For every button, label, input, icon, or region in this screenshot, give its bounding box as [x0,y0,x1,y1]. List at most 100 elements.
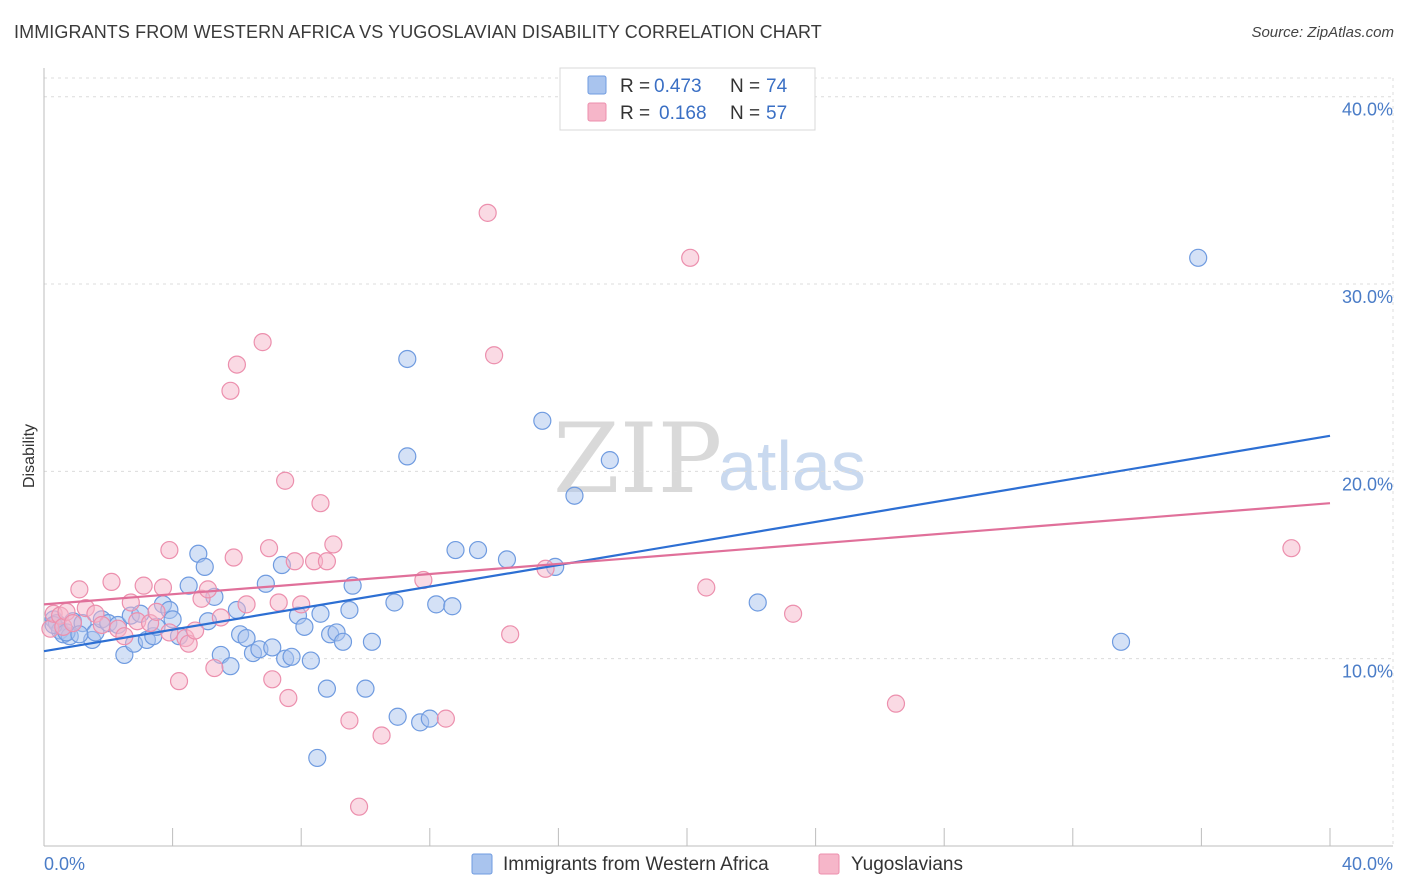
point-yugoslavians [102,572,121,591]
point-western-africa [1189,248,1208,267]
point-western-africa [398,447,417,466]
y-tick-label: 30.0% [1342,287,1393,307]
point-yugoslavians [886,694,906,713]
point-western-africa [333,632,353,651]
point-yugoslavians [324,535,343,554]
bottom-legend-swatch-pink [818,853,840,875]
point-yugoslavians [501,625,520,644]
point-western-africa [295,617,314,636]
point-western-africa [497,550,517,569]
y-tick-label: 40.0% [1342,100,1393,120]
bottom-legend-label-1: Immigrants from Western Africa [503,854,769,875]
point-western-africa [282,647,301,666]
point-western-africa [308,748,327,768]
point-yugoslavians [221,381,240,400]
x-tick-label-end: 40.0% [1342,854,1393,874]
point-yugoslavians [147,602,166,621]
point-yugoslavians [372,726,391,745]
point-western-africa [533,411,552,430]
point-yugoslavians [253,333,272,352]
point-western-africa [237,628,256,648]
point-western-africa [311,604,330,623]
trend-line-western-africa [43,434,1331,653]
y-tick-label: 10.0% [1342,662,1393,682]
point-yugoslavians [237,595,256,614]
series-yugoslavians-points [41,203,1301,816]
point-western-africa [179,576,198,595]
watermark-atlas: atlas [718,427,866,505]
point-yugoslavians [311,494,330,513]
point-western-africa [317,679,337,698]
axes [43,68,1393,847]
source-label: Source: ZipAtlas.com [1251,24,1394,41]
point-yugoslavians [70,580,89,599]
point-western-africa [340,600,359,620]
point-yugoslavians [259,539,279,558]
point-yugoslavians [134,576,153,595]
point-yugoslavians [1282,539,1301,558]
legend-r-label-1: R = [620,76,650,97]
point-yugoslavians [160,623,179,642]
x-tick-label-start: 0.0% [44,854,85,874]
point-yugoslavians [205,658,224,678]
legend: R = 0.473 N = 74 R = 0.168 N = 57 [559,67,816,131]
legend-r-label-2: R = [620,103,650,124]
y-tick-label: 20.0% [1342,474,1393,494]
chart-title: IMMIGRANTS FROM WESTERN AFRICA VS YUGOSL… [14,22,822,42]
point-western-africa [256,574,275,593]
point-yugoslavians [317,552,337,571]
point-western-africa [446,540,465,560]
point-yugoslavians [783,604,803,623]
point-yugoslavians [681,248,700,267]
point-yugoslavians [292,595,311,614]
point-yugoslavians [160,540,179,560]
point-yugoslavians [485,346,504,365]
trend-lines [43,434,1331,653]
point-western-africa [398,349,417,369]
point-yugoslavians [263,670,282,689]
point-western-africa [385,593,404,612]
point-western-africa [263,638,282,657]
point-yugoslavians [169,672,189,691]
point-yugoslavians [63,613,83,633]
series-western-africa-points [44,248,1208,768]
point-western-africa [420,709,439,728]
legend-r-value-1: 0.473 [654,76,702,97]
bottom-legend-label-2: Yugoslavians [851,854,963,875]
point-western-africa [362,632,382,651]
y-axis-ticks: 10.0% 20.0% 30.0% 40.0% [1342,100,1393,682]
point-yugoslavians [478,203,497,222]
point-yugoslavians [224,548,243,567]
point-western-africa [748,593,767,612]
point-yugoslavians [269,593,288,612]
bottom-legend-swatch-blue [471,853,493,875]
point-western-africa [388,707,407,726]
point-western-africa [468,540,488,560]
point-western-africa [427,595,446,614]
trend-line-yugoslavians [43,502,1331,606]
legend-n-label-2: N = [730,103,760,124]
legend-n-value-2: 57 [766,103,787,124]
point-yugoslavians [349,797,369,816]
point-yugoslavians [92,615,111,635]
legend-r-value-2: 0.168 [659,103,707,124]
point-western-africa [443,597,462,616]
point-western-africa [195,557,214,576]
point-western-africa [221,657,240,676]
point-yugoslavians [340,711,359,730]
point-yugoslavians [227,355,246,374]
point-western-africa [301,651,320,670]
legend-n-value-1: 74 [766,76,788,97]
point-western-africa [600,451,619,470]
point-yugoslavians [436,709,455,728]
point-yugoslavians [285,552,304,571]
point-yugoslavians [279,688,298,708]
point-yugoslavians [697,578,716,597]
legend-swatch-pink [587,102,607,122]
legend-swatch-blue [587,75,607,95]
bottom-legend: Immigrants from Western Africa Yugoslavi… [471,853,963,875]
point-western-africa [356,679,375,698]
point-western-africa [1111,632,1131,651]
legend-n-label-1: N = [730,76,760,97]
